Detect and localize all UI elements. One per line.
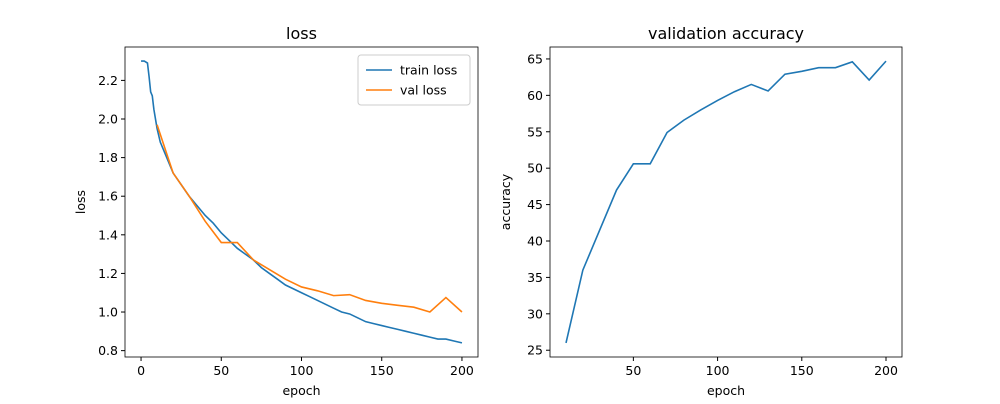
x-tick-label: 150 [370, 363, 394, 378]
y-tick-label: 2.0 [98, 111, 118, 126]
y-tick-label: 1.0 [98, 305, 118, 320]
x-tick-label: 100 [290, 363, 314, 378]
y-tick-label: 1.8 [98, 150, 118, 165]
plot-frame [124, 46, 479, 358]
x-tick-label: 200 [450, 363, 474, 378]
y-tick-label: 50 [527, 161, 543, 176]
legend-label: train loss [400, 63, 457, 78]
x-tick-label: 50 [213, 363, 229, 378]
y-tick-label: 25 [527, 343, 543, 358]
x-tick-label: 100 [706, 363, 730, 378]
y-tick-label: 0.8 [98, 343, 118, 358]
line-series [565, 60, 887, 344]
y-axis-label: loss [73, 190, 88, 214]
y-tick-label: 30 [527, 306, 543, 321]
y-tick-label: 35 [527, 270, 543, 285]
x-tick-label: 50 [625, 363, 641, 378]
y-tick-label: 65 [527, 51, 543, 66]
x-tick-label: 150 [790, 363, 814, 378]
y-tick-label: 45 [527, 197, 543, 212]
legend-box [357, 54, 471, 106]
chart-title: validation accuracy [648, 24, 804, 43]
y-tick-label: 1.6 [98, 189, 118, 204]
plot-frame [549, 46, 903, 358]
line-series [156, 124, 463, 313]
y-tick-label: 2.2 [98, 73, 118, 88]
y-tick-label: 60 [527, 88, 543, 103]
y-tick-label: 55 [527, 124, 543, 139]
x-tick-label: 200 [874, 363, 898, 378]
y-tick-label: 40 [527, 233, 543, 248]
legend-label: val loss [400, 83, 447, 98]
chart-title: loss [286, 24, 317, 43]
y-axis-label: accuracy [498, 173, 513, 230]
x-tick-label: 0 [137, 363, 145, 378]
y-tick-label: 1.2 [98, 266, 118, 281]
x-axis-label: epoch [707, 383, 745, 398]
y-tick-label: 1.4 [98, 227, 118, 242]
x-axis-label: epoch [282, 383, 320, 398]
line-series [141, 60, 463, 344]
